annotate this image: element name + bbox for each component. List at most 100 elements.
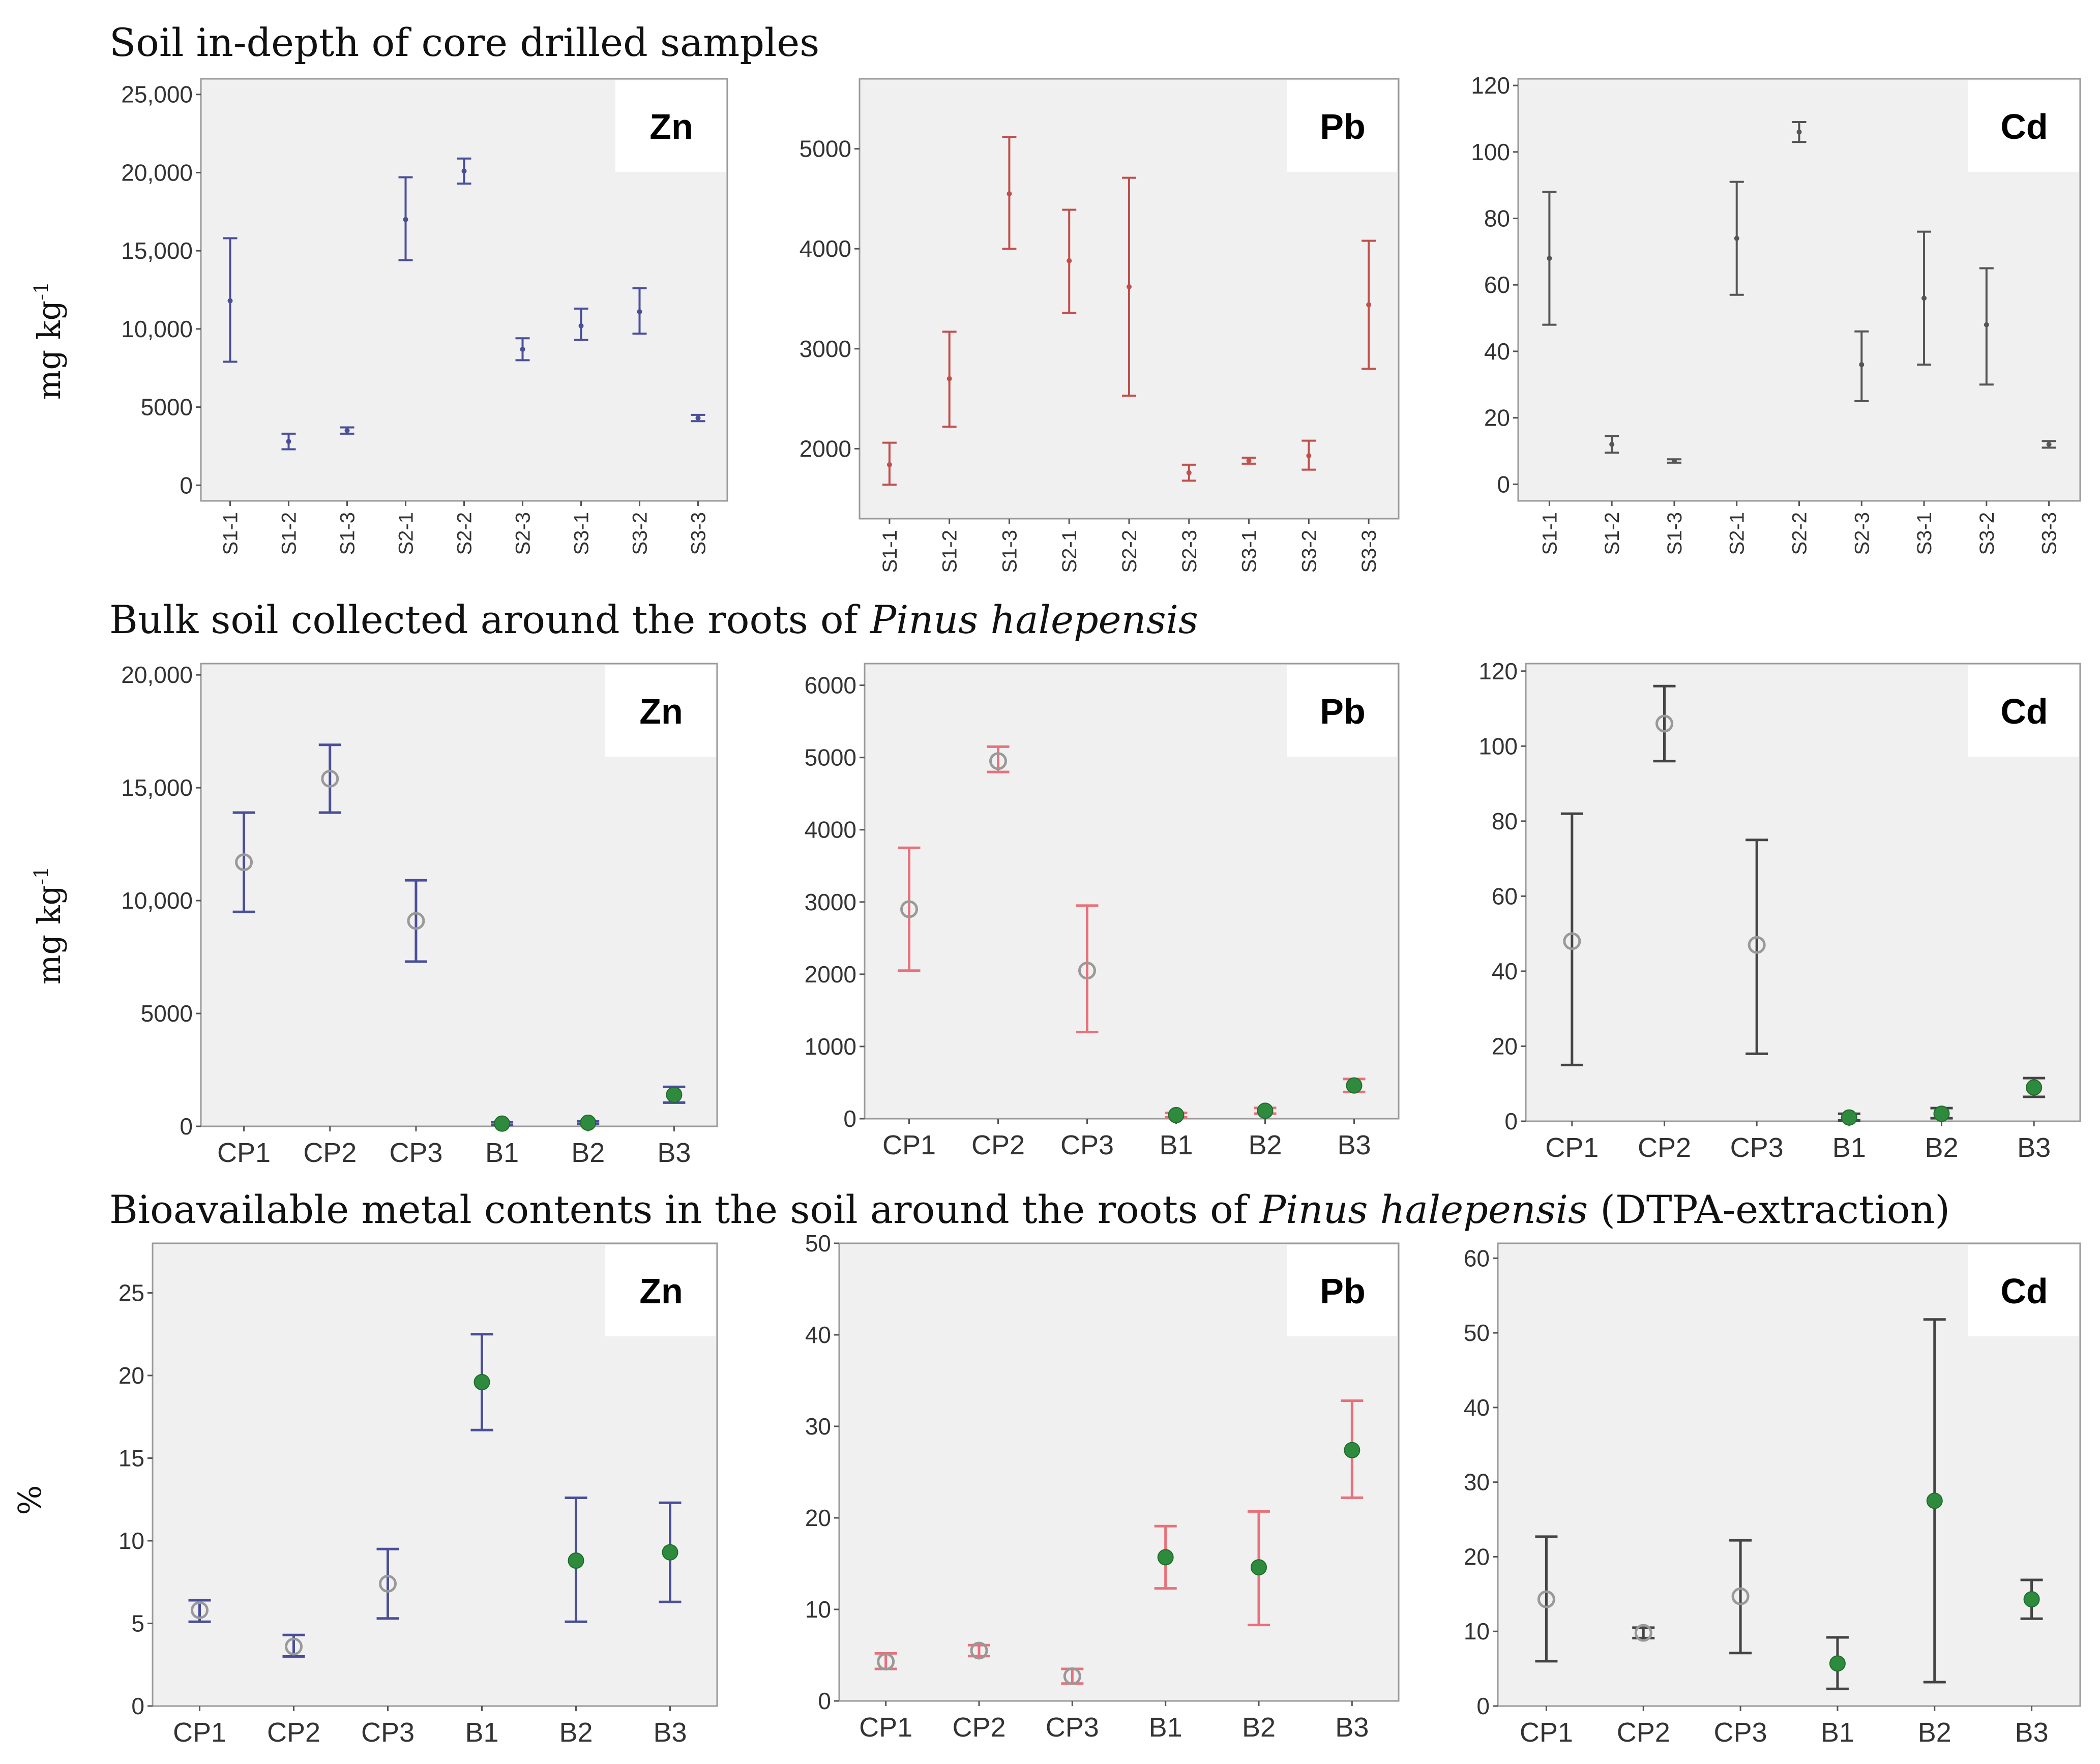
chart-zn-r3: Zn 0 5 10 15 20 25 CP1 CP2 CP3 B1 B2 B3	[119, 1242, 718, 1748]
x-category-label: B2	[1918, 1717, 1951, 1748]
x-category-label: S3-2	[629, 512, 652, 555]
data-point	[662, 1544, 678, 1561]
data-point	[877, 1653, 895, 1671]
y-tick-label: 4000	[805, 817, 856, 843]
y-tick-label: 20	[1492, 1033, 1518, 1059]
row-title-core: Soil in-depth of core drilled samples	[109, 20, 819, 65]
metal-label-zn: Zn	[649, 107, 693, 146]
x-category-label: S1-3	[337, 512, 359, 555]
x-category-label: B1	[465, 1717, 498, 1748]
y-tick-label: 0	[1504, 1108, 1518, 1134]
row-title-bio-text: Bioavailable metal contents in the soil …	[109, 1187, 1250, 1232]
x-category-label: S2-2	[1789, 512, 1811, 555]
x-category-label: S2-3	[1178, 530, 1201, 573]
data-point	[1257, 1102, 1274, 1119]
y-tick-label: 60	[1484, 272, 1510, 298]
metal-label-box	[615, 80, 726, 172]
chart-zn-r2: Zn 0 5000 10,000 15,000 20,000 CP1 CP2 CP3 B1 B2 B3	[121, 662, 718, 1168]
y-tick-label: 100	[1471, 139, 1510, 165]
metal-label-box	[605, 665, 716, 757]
y-tick-label: 10	[1464, 1618, 1490, 1645]
metal-label-box	[1287, 1245, 1397, 1336]
y-tick-label: 10	[805, 1596, 831, 1623]
x-category-label: S1-2	[939, 530, 961, 573]
x-category-label: CP3	[1714, 1717, 1767, 1748]
row-title-core-text: Soil in-depth of core drilled samples	[109, 20, 819, 65]
data-point	[191, 1601, 209, 1619]
metal-label-pb: Pb	[1320, 692, 1365, 731]
y-tick-label: 100	[1478, 733, 1518, 759]
y-tick-label: 5	[131, 1610, 144, 1637]
x-category-label: S1-1	[1539, 512, 1561, 555]
y-tick-label: 5000	[141, 1000, 193, 1027]
data-point	[285, 1637, 303, 1656]
x-category-label: CP3	[1060, 1130, 1114, 1160]
data-point	[637, 309, 642, 315]
chart-zn-r1: Zn 0 5000 10,000 15,000 20,000 25,000 S1-1 S1-2 S…	[121, 78, 728, 555]
y-tick-label: 15	[119, 1445, 144, 1472]
x-category-label: S2-1	[1058, 530, 1081, 573]
x-category-label: CP2	[971, 1130, 1025, 1160]
data-point	[1748, 936, 1766, 954]
y-tick-label: 30	[1464, 1469, 1490, 1496]
x-category-label: B2	[571, 1138, 605, 1168]
data-point	[900, 900, 918, 918]
data-point	[1926, 1492, 1943, 1509]
data-point	[461, 168, 467, 174]
y-tick-label: 50	[1464, 1320, 1490, 1346]
x-category-label: CP2	[267, 1717, 320, 1748]
data-point	[886, 462, 892, 467]
data-point	[1841, 1109, 1857, 1126]
metal-label-box	[1968, 665, 2079, 757]
y-tick-label: 0	[1497, 471, 1510, 497]
y-tick-label: 15,000	[121, 774, 193, 801]
x-category-label: B3	[653, 1717, 687, 1748]
data-point	[1655, 714, 1673, 733]
y-tick-label: 20,000	[121, 159, 193, 186]
y-tick-label: 0	[131, 1693, 144, 1719]
x-category-label: B2	[1925, 1132, 1958, 1163]
data-point	[666, 1086, 683, 1103]
data-point	[379, 1575, 397, 1593]
x-category-label: B1	[485, 1138, 519, 1168]
x-category-label: S1-2	[278, 512, 301, 555]
data-point	[1734, 235, 1739, 241]
row-title-bulk-italic: Pinus halepensis	[869, 597, 1198, 642]
data-point	[1537, 1590, 1555, 1608]
y-tick-label: 1000	[805, 1033, 856, 1060]
x-category-label: S3-1	[571, 512, 593, 555]
data-point	[1731, 1587, 1750, 1605]
data-point	[474, 1374, 490, 1390]
metal-label-box	[1968, 80, 2079, 172]
data-point	[494, 1115, 511, 1132]
x-category-label: CP1	[882, 1130, 936, 1160]
row-title-bio-italic: Pinus halepensis	[1259, 1187, 1588, 1232]
metal-label-box	[1287, 665, 1397, 757]
x-category-label: S1-3	[1664, 512, 1686, 555]
data-point	[1366, 302, 1372, 308]
chart-cd-r1: Cd 0 20 40 60 80 100 120 S1-1 S1-2 S1-3 S2-1 S2-2 S2-…	[1471, 72, 2081, 555]
data-point	[1921, 295, 1927, 301]
y-tick-label: 0	[818, 1688, 831, 1714]
x-category-label: S2-3	[512, 512, 535, 555]
x-category-label: B1	[1149, 1712, 1182, 1743]
x-category-label: B1	[1821, 1717, 1854, 1748]
data-point	[1007, 191, 1012, 197]
x-category-label: S3-3	[1358, 530, 1380, 573]
y-tick-label: 10,000	[121, 887, 193, 914]
chart-cd-r2: Cd 0 20 40 60 80 100 120 CP1 CP2 CP3 B1 B2 B3	[1478, 658, 2081, 1163]
x-category-label: B3	[1337, 1130, 1371, 1160]
x-category-label: CP3	[361, 1717, 415, 1748]
data-point	[1829, 1655, 1846, 1672]
data-point	[1186, 470, 1192, 475]
y-tick-label: 80	[1492, 808, 1518, 834]
metal-label-cd: Cd	[2000, 692, 2048, 731]
x-category-label: S2-1	[395, 512, 418, 555]
y-tick-label: 5000	[141, 394, 193, 421]
y-tick-label: 60	[1464, 1245, 1490, 1271]
y-tick-label: 20	[1464, 1543, 1490, 1570]
data-point	[235, 853, 253, 872]
chart-pb-r2: Pb 0 1000 2000 3000 4000 5000 6000 CP1 CP2 CP3 B1 B2…	[805, 663, 1400, 1160]
x-category-label: CP1	[217, 1138, 271, 1168]
x-category-label: S2-2	[1118, 530, 1141, 573]
